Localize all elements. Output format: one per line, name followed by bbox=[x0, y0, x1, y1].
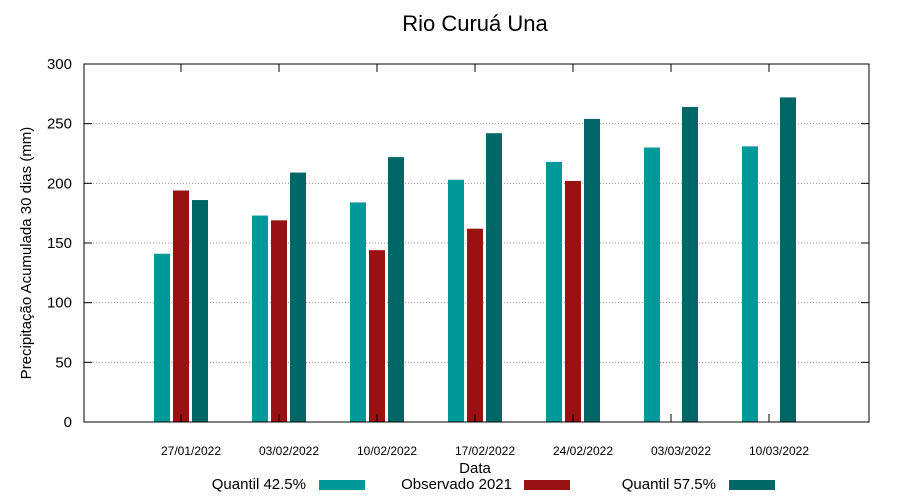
legend: Quantil 42.5% Observado 2021 Quantil 57.5% bbox=[212, 476, 775, 493]
y-tick-label: 0 bbox=[64, 414, 72, 431]
x-tick-label: 27/01/2022 bbox=[161, 444, 221, 458]
legend-label: Observado 2021 bbox=[401, 476, 512, 493]
legend-label: Quantil 57.5% bbox=[622, 476, 716, 493]
bar bbox=[388, 157, 404, 422]
bar bbox=[682, 106, 698, 423]
legend-label: Quantil 42.5% bbox=[212, 476, 306, 493]
bar bbox=[154, 253, 170, 422]
bar bbox=[290, 172, 306, 422]
bar bbox=[644, 147, 660, 423]
x-tick-label: 24/02/2022 bbox=[553, 444, 613, 458]
y-tick-label: 100 bbox=[47, 295, 72, 312]
legend-swatch bbox=[524, 480, 570, 490]
bar bbox=[271, 220, 287, 422]
y-tick-label: 150 bbox=[47, 235, 72, 252]
legend-swatch bbox=[319, 480, 365, 490]
bar bbox=[192, 200, 208, 422]
legend-swatch bbox=[729, 480, 775, 490]
x-tick-label: 10/03/2022 bbox=[749, 444, 809, 458]
x-tick-label: 03/03/2022 bbox=[651, 444, 711, 458]
bar bbox=[546, 161, 562, 422]
x-tick-label: 03/02/2022 bbox=[259, 444, 319, 458]
y-axis-label: Precipitação Acumulada 30 dias (mm) bbox=[18, 127, 35, 380]
bar bbox=[742, 146, 758, 422]
y-axis: 0 50 100 150 200 250 300 bbox=[47, 56, 869, 431]
x-axis: 27/01/2022 03/02/2022 10/02/2022 17/02/2022… bbox=[161, 64, 809, 458]
bar bbox=[780, 97, 796, 422]
gridlines bbox=[84, 123, 869, 363]
x-tick-label: 17/02/2022 bbox=[455, 444, 515, 458]
y-tick-label: 300 bbox=[47, 56, 72, 73]
bar bbox=[350, 202, 366, 422]
bar bbox=[173, 190, 189, 422]
y-tick-label: 200 bbox=[47, 175, 72, 192]
y-tick-label: 250 bbox=[47, 116, 72, 133]
bar bbox=[467, 228, 483, 422]
bar bbox=[584, 118, 600, 422]
bar bbox=[369, 250, 385, 422]
bars bbox=[154, 97, 796, 423]
bar bbox=[486, 133, 502, 423]
x-axis-label: Data bbox=[459, 460, 491, 477]
chart-title: Rio Curuá Una bbox=[402, 11, 548, 36]
bar bbox=[252, 215, 268, 422]
y-tick-label: 50 bbox=[55, 354, 72, 371]
bar bbox=[565, 180, 581, 422]
bar bbox=[448, 179, 464, 422]
x-tick-label: 10/02/2022 bbox=[357, 444, 417, 458]
